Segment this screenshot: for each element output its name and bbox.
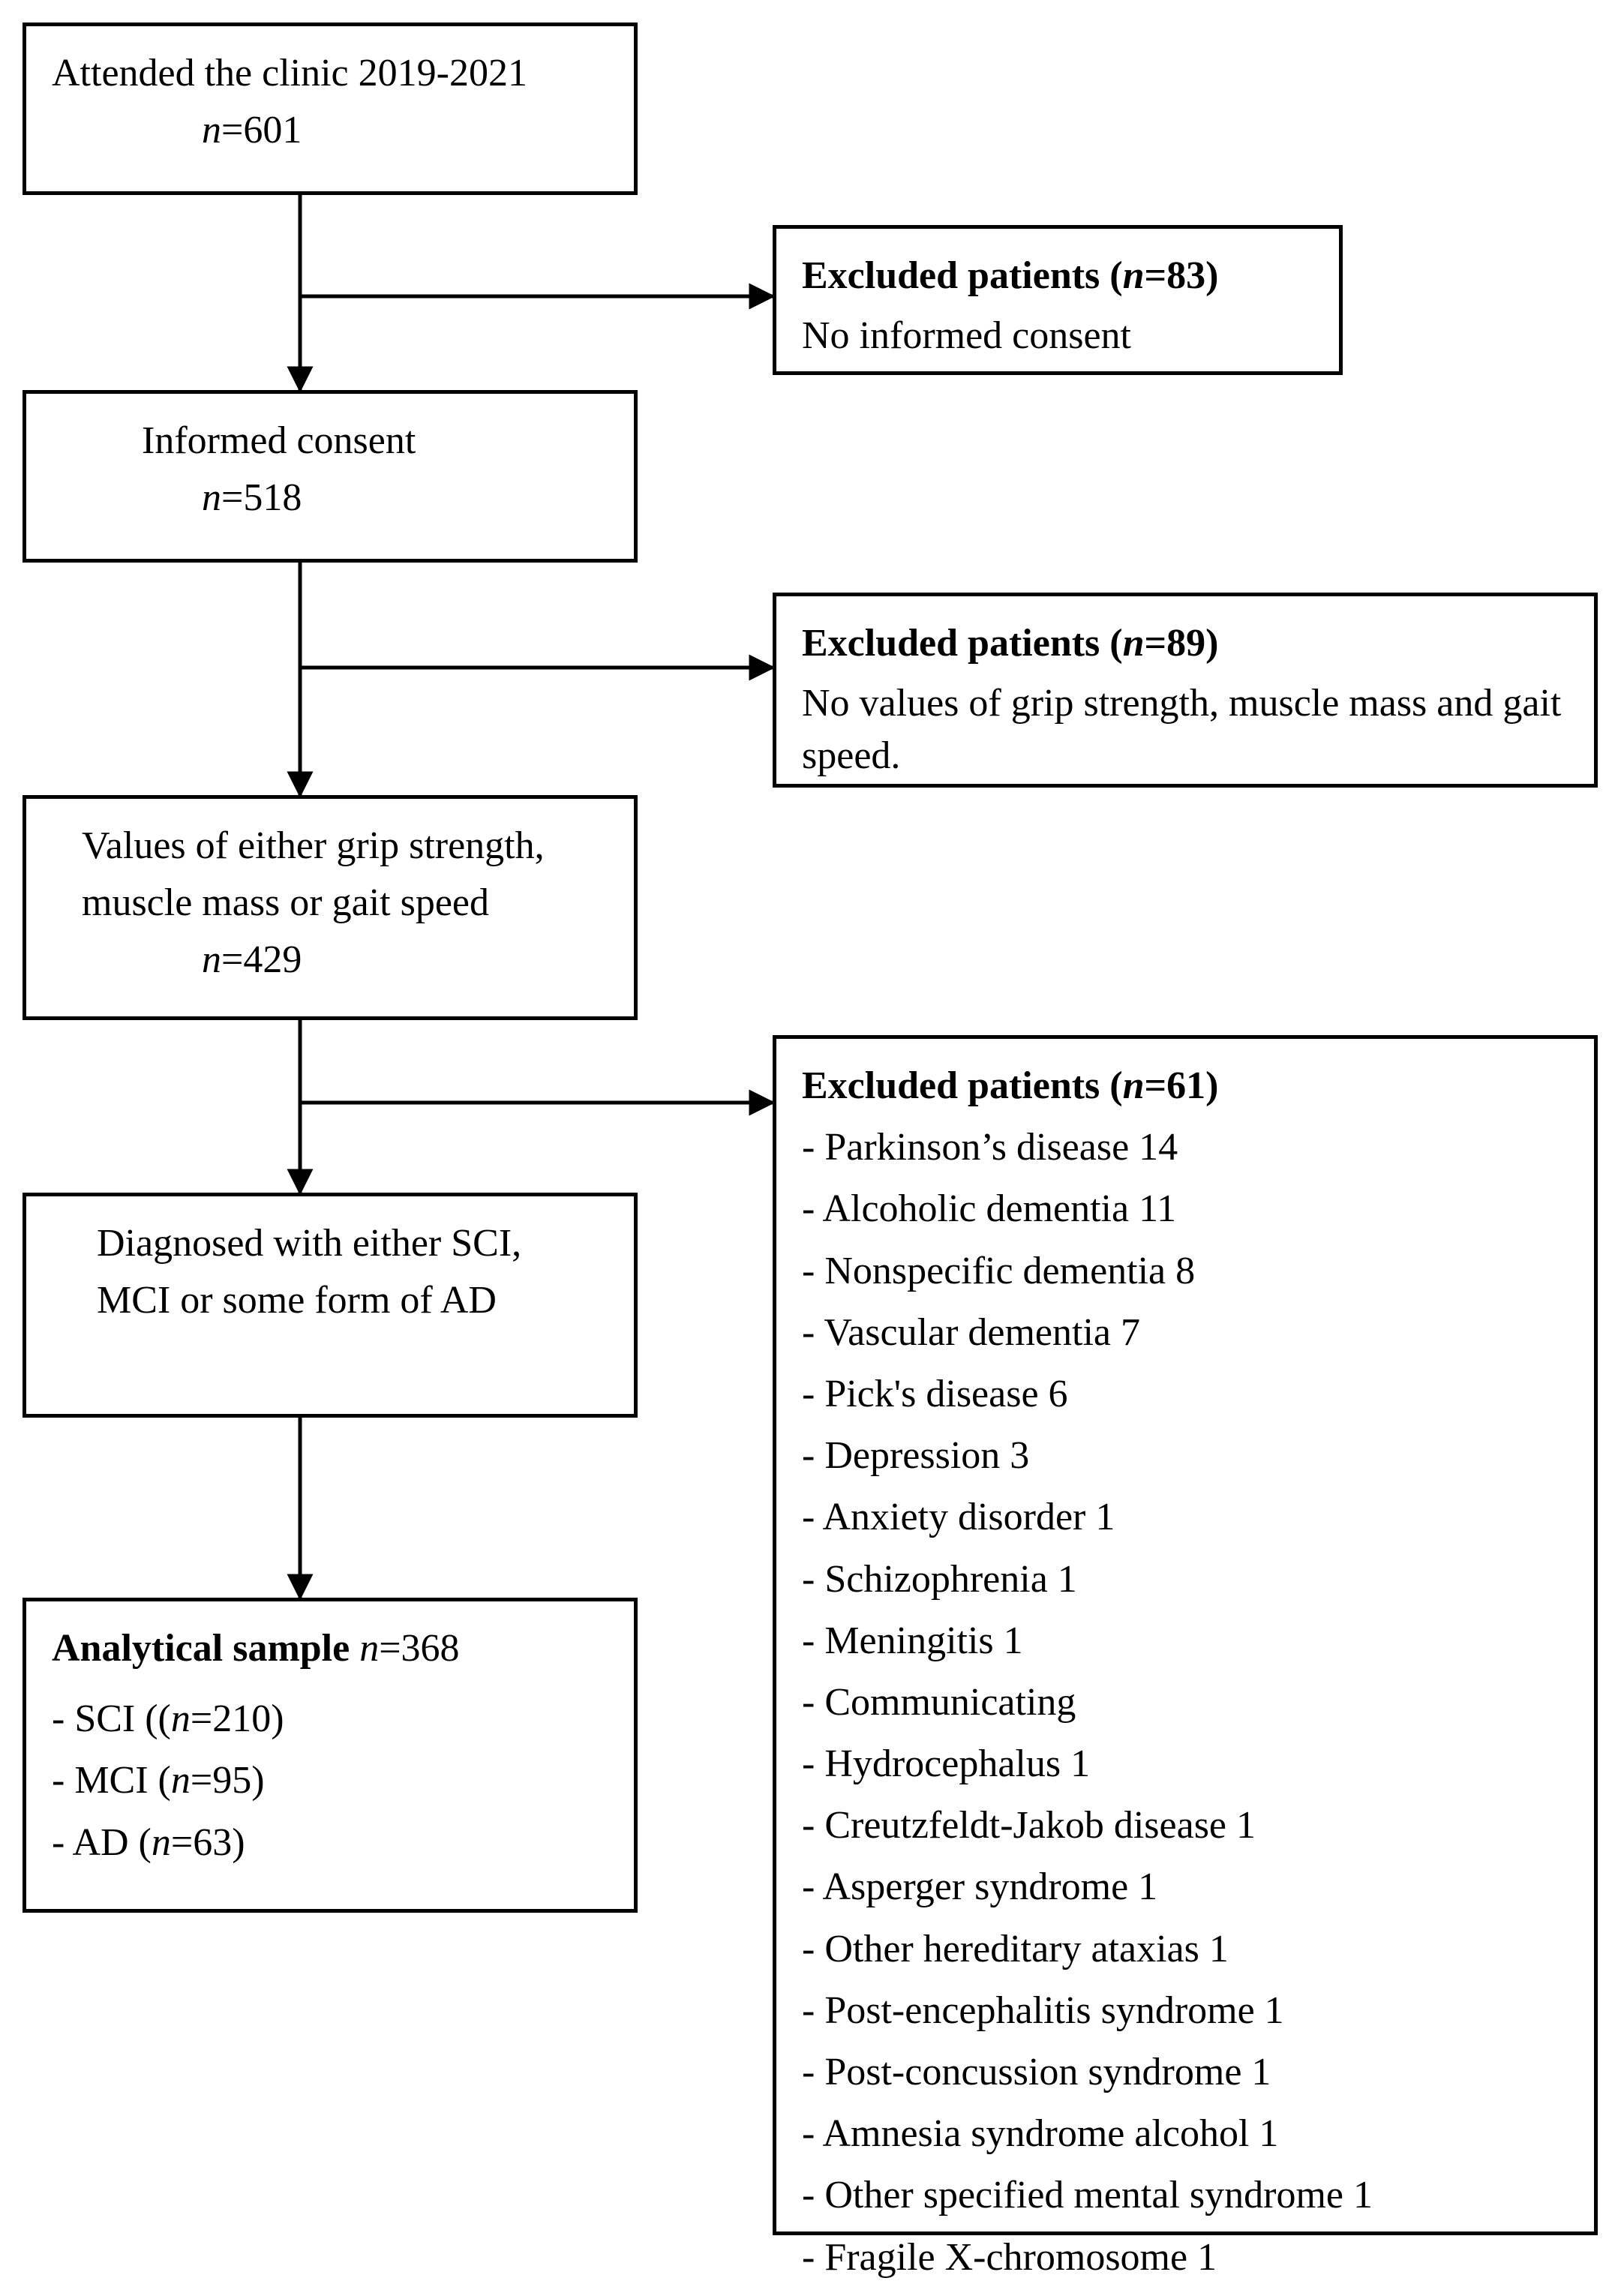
n-italic: n — [202, 938, 221, 981]
node-values-line1: Values of either grip strength, — [52, 820, 608, 872]
excluded3-item: - Amnesia syndrome alcohol 1 — [802, 2108, 1568, 2160]
n-value: =518 — [221, 476, 302, 519]
excluded3-item: - Anxiety disorder 1 — [802, 1491, 1568, 1544]
analytical-item: - MCI (n=95) — [52, 1754, 608, 1807]
excluded3-item: - Creutzfeldt-Jakob disease 1 — [802, 1799, 1568, 1852]
excluded3-item: - Post-concussion syndrome 1 — [802, 2046, 1568, 2099]
n-value: =83) — [1145, 254, 1219, 297]
n-italic: n — [359, 1627, 379, 1670]
node-values: Values of either grip strength, muscle m… — [23, 795, 638, 1020]
excluded3-item: - Fragile X-chromosome 1 — [802, 2231, 1568, 2284]
excluded3-title: Excluded patients (n=61) — [802, 1060, 1568, 1112]
excluded3-item: - Parkinson’s disease 14 — [802, 1121, 1568, 1174]
excluded-title-prefix: Excluded patients ( — [802, 1064, 1123, 1107]
node-excluded-3: Excluded patients (n=61) - Parkinson’s d… — [773, 1035, 1598, 2235]
excluded1-title: Excluded patients (n=83) — [802, 250, 1313, 302]
node-values-line2: muscle mass or gait speed — [52, 877, 608, 929]
excluded3-item: - Schizophrenia 1 — [802, 1553, 1568, 1606]
excluded3-item: - Other specified mental syndrome 1 — [802, 2169, 1568, 2222]
node-attended-line1: Attended the clinic 2019-2021 — [52, 47, 608, 100]
excluded3-item: - Nonspecific dementia 8 — [802, 1245, 1568, 1298]
analytical-list: - SCI ((n=210) - MCI (n=95) - AD (n=63) — [52, 1693, 608, 1869]
excluded3-item: - Hydrocephalus 1 — [802, 1738, 1568, 1790]
node-attended-n: n=601 — [52, 104, 608, 157]
node-diagnosed-line2: MCI or some form of AD — [52, 1274, 608, 1327]
analytical-title: Analytical sample n=368 — [52, 1622, 608, 1675]
node-consent-n: n=518 — [52, 472, 608, 524]
excluded3-item: - Pick's disease 6 — [802, 1368, 1568, 1421]
excluded3-item: - Communicating — [802, 1676, 1568, 1729]
n-value: =61) — [1145, 1064, 1219, 1107]
n-value: =429 — [221, 938, 302, 981]
node-consent: Informed consent n=518 — [23, 390, 638, 563]
analytical-title-bold: Analytical sample — [52, 1627, 359, 1670]
node-diagnosed-line1: Diagnosed with either SCI, — [52, 1217, 608, 1270]
node-consent-line1: Informed consent — [52, 415, 608, 467]
excluded3-item: - Other hereditary ataxias 1 — [802, 1923, 1568, 1976]
node-diagnosed: Diagnosed with either SCI, MCI or some f… — [23, 1193, 638, 1418]
excluded1-detail: No informed consent — [802, 310, 1313, 362]
excluded3-item: - Meningitis 1 — [802, 1615, 1568, 1667]
node-values-n: n=429 — [52, 934, 608, 986]
excluded3-item: - Depression 3 — [802, 1430, 1568, 1482]
n-value: =368 — [379, 1627, 459, 1670]
n-value: =601 — [221, 109, 302, 152]
excluded3-list: - Parkinson’s disease 14 - Alcoholic deme… — [802, 1121, 1568, 2284]
analytical-item: - SCI ((n=210) — [52, 1693, 608, 1745]
excluded3-item: - Asperger syndrome 1 — [802, 1861, 1568, 1913]
analytical-item: - AD (n=63) — [52, 1817, 608, 1869]
flowchart-canvas: Attended the clinic 2019-2021 n=601 Excl… — [0, 0, 1624, 2263]
node-excluded-1: Excluded patients (n=83) No informed con… — [773, 225, 1343, 375]
n-value: =89) — [1145, 622, 1219, 665]
node-attended: Attended the clinic 2019-2021 n=601 — [23, 23, 638, 195]
excluded-title-prefix: Excluded patients ( — [802, 622, 1123, 665]
n-italic: n — [1123, 1064, 1145, 1107]
excluded3-item: - Alcoholic dementia 11 — [802, 1183, 1568, 1235]
n-italic: n — [202, 476, 221, 519]
node-excluded-2: Excluded patients (n=89) No values of gr… — [773, 593, 1598, 788]
n-italic: n — [1123, 622, 1145, 665]
n-italic: n — [202, 109, 221, 152]
excluded-title-prefix: Excluded patients ( — [802, 254, 1123, 297]
excluded2-title: Excluded patients (n=89) — [802, 617, 1568, 670]
n-italic: n — [1123, 254, 1145, 297]
excluded3-item: - Vascular dementia 7 — [802, 1307, 1568, 1359]
node-analytical: Analytical sample n=368 - SCI ((n=210)- … — [23, 1598, 638, 1913]
excluded3-item: - Post-encephalitis syndrome 1 — [802, 1985, 1568, 2037]
excluded2-detail: No values of grip strength, muscle mass … — [802, 677, 1568, 782]
